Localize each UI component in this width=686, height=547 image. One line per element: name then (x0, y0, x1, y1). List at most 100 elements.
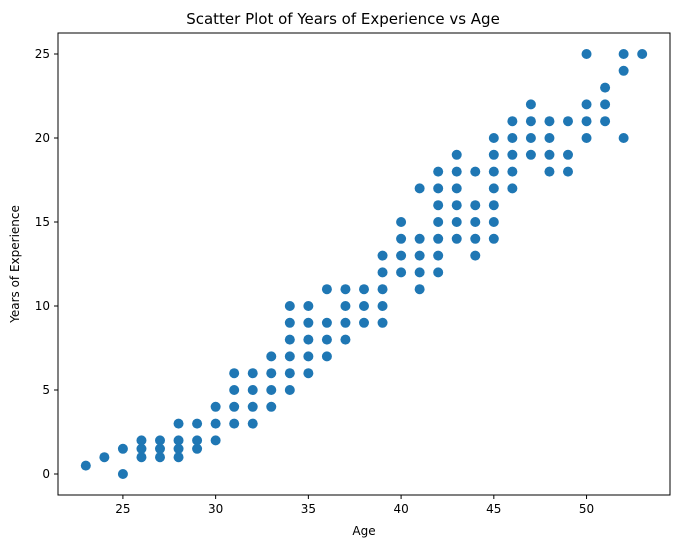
x-tick-label: 25 (115, 502, 130, 516)
scatter-point (210, 401, 221, 412)
scatter-point (155, 443, 165, 454)
scatter-point (266, 368, 277, 379)
scatter-point (340, 301, 351, 311)
scatter-point (359, 301, 369, 311)
scatter-point (451, 233, 462, 244)
scatter-point (247, 401, 258, 412)
x-tick-label: 30 (208, 502, 223, 516)
scatter-point (210, 418, 221, 429)
scatter-point (173, 443, 184, 454)
scatter-point (377, 317, 388, 328)
y-axis-label: Years of Experience (8, 205, 22, 324)
scatter-point (507, 116, 518, 127)
scatter-point (470, 200, 481, 211)
scatter-point (377, 250, 388, 261)
scatter-point (488, 217, 499, 227)
scatter-point (433, 200, 444, 211)
scatter-point (581, 116, 592, 127)
scatter-point (470, 217, 481, 227)
scatter-point (488, 233, 499, 244)
scatter-point (433, 267, 444, 278)
scatter-point (525, 99, 536, 110)
scatter-point (229, 385, 240, 395)
scatter-point (303, 334, 314, 345)
scatter-point (303, 301, 314, 311)
scatter-point (229, 401, 240, 412)
scatter-point (321, 334, 332, 345)
scatter-point (544, 116, 555, 127)
scatter-point (210, 435, 221, 446)
scatter-point (544, 166, 555, 177)
y-tick-label: 15 (35, 215, 50, 229)
scatter-point (136, 452, 147, 463)
scatter-point (433, 217, 444, 227)
scatter-point (618, 133, 629, 143)
scatter-point (581, 99, 592, 110)
x-axis-label: Age (352, 524, 375, 538)
scatter-point (414, 284, 425, 295)
scatter-point (266, 401, 277, 412)
scatter-point (451, 166, 462, 177)
scatter-point (173, 435, 184, 446)
y-axis-ticks: 0 5 10 15 20 25 (35, 47, 58, 481)
scatter-point (377, 301, 388, 311)
scatter-point (618, 65, 629, 76)
scatter-point (303, 351, 314, 362)
scatter-point (377, 284, 388, 295)
scatter-point (117, 443, 128, 454)
scatter-point (451, 200, 462, 211)
scatter-point (414, 267, 425, 278)
scatter-point (117, 469, 128, 479)
scatter-point (173, 418, 184, 429)
scatter-point (544, 133, 555, 143)
scatter-point (525, 116, 536, 127)
scatter-point (488, 166, 499, 177)
scatter-point (321, 351, 332, 362)
scatter-point (451, 149, 462, 160)
scatter-point (192, 418, 203, 429)
scatter-point (488, 200, 499, 211)
scatter-point (303, 368, 314, 379)
x-tick-label: 45 (486, 502, 501, 516)
scatter-point (229, 368, 240, 379)
scatter-point (581, 49, 592, 59)
y-tick-label: 20 (35, 131, 50, 145)
scatter-point (284, 317, 295, 328)
scatter-point (507, 183, 518, 194)
scatter-point (192, 443, 203, 454)
scatter-point (637, 49, 648, 59)
scatter-point (507, 166, 518, 177)
scatter-point (488, 149, 499, 160)
scatter-point (433, 166, 444, 177)
scatter-point (136, 443, 147, 454)
x-tick-label: 50 (579, 502, 594, 516)
scatter-point (396, 233, 407, 244)
scatter-point (433, 233, 444, 244)
scatter-point (284, 351, 295, 362)
scatter-point (600, 99, 611, 110)
scatter-point (618, 49, 629, 59)
scatter-point (340, 317, 351, 328)
scatter-point (507, 149, 518, 160)
scatter-point (525, 149, 536, 160)
scatter-point (433, 250, 444, 261)
scatter-point (470, 166, 481, 177)
scatter-point (99, 452, 110, 463)
data-points (80, 49, 648, 479)
scatter-point (414, 250, 425, 261)
scatter-point (80, 460, 91, 471)
scatter-point (284, 334, 295, 345)
x-tick-label: 35 (301, 502, 316, 516)
y-tick-label: 25 (35, 47, 50, 61)
y-tick-label: 0 (42, 467, 50, 481)
scatter-point (266, 351, 277, 362)
scatter-point (155, 435, 165, 446)
x-axis-ticks: 25 30 35 40 45 50 (115, 495, 594, 516)
scatter-point (563, 166, 573, 177)
plot-frame (57, 32, 671, 496)
chart-title: Scatter Plot of Years of Experience vs A… (186, 10, 500, 28)
scatter-point (525, 133, 536, 143)
scatter-point (229, 418, 240, 429)
scatter-point (451, 217, 462, 227)
